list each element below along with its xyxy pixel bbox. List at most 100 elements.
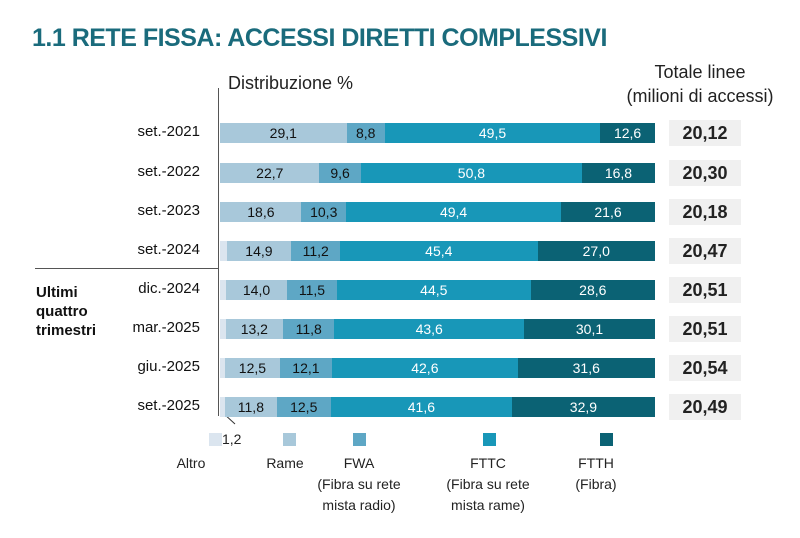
- bar-segment-fwa: [283, 319, 335, 339]
- bar-segment-ftth: [517, 358, 655, 378]
- data-label: 21,6: [594, 204, 622, 220]
- data-label: 31,6: [572, 360, 600, 376]
- bar-segment-fwa: [276, 397, 331, 417]
- legend-label: mista rame): [451, 497, 525, 513]
- data-label: 12,6: [613, 125, 642, 141]
- bar-segment-rame: [225, 319, 284, 339]
- group-divider: [35, 268, 218, 269]
- bar-segment-fwa: [301, 202, 347, 222]
- category-label: set.-2025: [137, 397, 200, 414]
- data-label: 27,0: [582, 243, 610, 259]
- data-label: 30,1: [575, 321, 604, 337]
- bar-segment-rame: [220, 123, 347, 143]
- data-label: 9,6: [330, 165, 350, 181]
- total-value: 20,12: [669, 120, 741, 146]
- total-value: 20,47: [669, 238, 741, 264]
- data-label: 49,5: [478, 125, 507, 141]
- bar-segment-fttc: [384, 123, 601, 143]
- group-label-line: quattro: [36, 303, 88, 320]
- totals-header-line: (milioni di accessi): [626, 86, 774, 106]
- legend-label: Rame: [266, 455, 304, 471]
- category-label: giu.-2025: [137, 358, 200, 375]
- bar-segment-fttc: [360, 163, 582, 183]
- bar-segment-ftth: [530, 280, 655, 300]
- bar-segment-fwa: [279, 358, 333, 378]
- category-label: set.-2021: [137, 123, 200, 140]
- bar-segment-altro: [220, 319, 226, 339]
- bar-segment-altro: [220, 397, 226, 417]
- totals-header-line: Totale linee: [654, 62, 746, 82]
- bar-segment-ftth: [524, 319, 655, 339]
- bar-segment-fttc: [330, 397, 512, 417]
- axis-line: [218, 88, 219, 416]
- legend-swatch-altro: [209, 433, 222, 446]
- bar-segment-rame: [220, 202, 302, 222]
- bar-segment-altro: [220, 358, 226, 378]
- legend-label: FTTC: [470, 455, 506, 471]
- data-label: 16,8: [604, 165, 633, 181]
- bar-segment-fttc: [334, 319, 525, 339]
- data-label: 14,0: [242, 282, 271, 298]
- data-label: 10,3: [310, 204, 338, 220]
- category-label: dic.-2024: [138, 280, 200, 297]
- bar-segment-rame: [225, 397, 277, 417]
- data-label: 12,1: [292, 360, 320, 376]
- data-label: 43,6: [415, 321, 443, 337]
- chart-title: 1.1 RETE FISSA: ACCESSI DIRETTI COMPLESS…: [32, 24, 607, 52]
- legend-label: FTTH: [578, 455, 614, 471]
- bar-segment-rame: [220, 163, 320, 183]
- bar-segment-fttc: [337, 280, 531, 300]
- legend-swatch-fttc: [483, 433, 496, 446]
- bar-segment-rame: [225, 358, 280, 378]
- data-label: 18,6: [247, 204, 275, 220]
- totals-header: Totale linee (milioni di accessi): [600, 60, 800, 108]
- bar-segment-fwa: [319, 163, 361, 183]
- total-value: 20,30: [669, 160, 741, 186]
- data-label: 50,8: [457, 165, 486, 181]
- legend-label: (Fibra): [575, 476, 617, 492]
- bar-segment-rame: [226, 241, 292, 261]
- bar-segment-rame: [226, 280, 287, 300]
- total-value: 20,18: [669, 199, 741, 225]
- bar-segment-ftth: [600, 123, 655, 143]
- bar-segment-altro: [220, 280, 227, 300]
- data-label: 11,8: [295, 321, 322, 337]
- data-label: 49,4: [439, 204, 468, 220]
- data-label: 12,5: [290, 399, 318, 415]
- bar-segment-fwa: [286, 280, 337, 300]
- data-label: 12,5: [238, 360, 267, 376]
- group-label-line: Ultimi: [36, 284, 78, 301]
- bar-segment-altro: [220, 241, 227, 261]
- group-label-line: trimestri: [36, 322, 97, 339]
- data-label: 41,6: [407, 399, 436, 415]
- category-label: set.-2023: [137, 202, 200, 219]
- total-value: 20,54: [669, 355, 741, 381]
- legend-label: Altro: [176, 455, 206, 471]
- legend-label: (Fibra su rete: [317, 476, 401, 492]
- data-label: 29,1: [269, 125, 297, 141]
- bar-segment-fwa: [346, 123, 385, 143]
- legend-label: (Fibra su rete: [446, 476, 530, 492]
- total-value: 20,49: [669, 394, 741, 420]
- legend-label: mista radio): [322, 497, 396, 513]
- data-label: 28,6: [579, 282, 607, 298]
- data-label: 14,9: [245, 243, 273, 259]
- data-label: 42,6: [411, 360, 439, 376]
- legend-swatch-rame: [283, 433, 296, 446]
- category-label: set.-2024: [137, 241, 200, 258]
- category-label: mar.-2025: [132, 319, 200, 336]
- data-label: 45,4: [425, 243, 453, 259]
- bar-segment-fttc: [340, 241, 538, 261]
- data-label: 11,2: [302, 243, 329, 259]
- category-label: set.-2022: [137, 163, 200, 180]
- bar-segment-fttc: [346, 202, 562, 222]
- legend-label: FWA: [343, 455, 375, 471]
- bar-segment-ftth: [581, 163, 655, 183]
- data-label: 8,8: [355, 125, 376, 141]
- total-value: 20,51: [669, 316, 741, 342]
- bar-segment-fwa: [291, 241, 341, 261]
- bar-segment-ftth: [561, 202, 655, 222]
- total-value: 20,51: [669, 277, 741, 303]
- axis-label: Distribuzione %: [228, 73, 354, 93]
